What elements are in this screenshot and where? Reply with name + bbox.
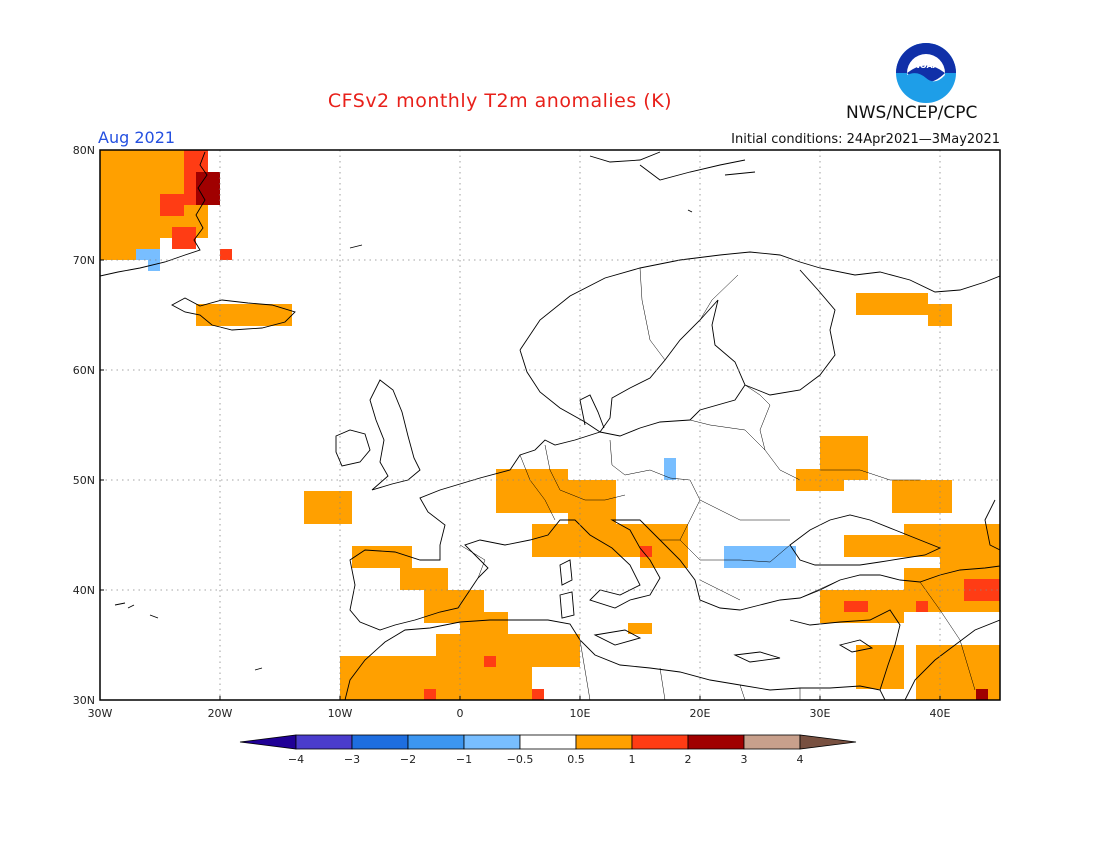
colorbar-label: 2 xyxy=(685,753,692,766)
colorbar-segment xyxy=(799,734,857,750)
colorbar-segment xyxy=(295,734,353,750)
colorbar: −4 −3 −2 −1 −0.5 0.5 1 2 3 4 xyxy=(239,734,857,766)
colorbar-label: −0.5 xyxy=(507,753,534,766)
forecast-period: Aug 2021 xyxy=(98,128,176,147)
anomaly-cell xyxy=(496,469,568,513)
coastlines xyxy=(100,151,1000,700)
anomaly-cell xyxy=(976,689,988,700)
anomaly-cell xyxy=(940,535,1000,568)
map-frame xyxy=(99,149,1001,701)
anomaly-cell xyxy=(460,612,508,634)
colorbar-segment xyxy=(631,734,689,750)
anomaly-cell xyxy=(352,546,412,568)
initial-conditions: Initial conditions: 24Apr2021—3May2021 xyxy=(731,132,1000,147)
anomaly-cell xyxy=(196,172,220,205)
anomaly-cell xyxy=(400,568,448,590)
anomaly-cell xyxy=(664,458,676,480)
lat-tick-label: 40N xyxy=(73,584,95,597)
anomaly-cell xyxy=(856,645,904,689)
anomaly-cell xyxy=(220,249,232,260)
anomaly-cell xyxy=(160,194,184,216)
anomaly-cell xyxy=(424,689,436,700)
lon-tick-label: 20W xyxy=(208,707,233,720)
country-borders xyxy=(459,267,976,700)
lon-tick-label: 10W xyxy=(328,707,353,720)
anomaly-cell xyxy=(148,260,160,271)
anomaly-cell xyxy=(628,623,652,634)
colorbar-label: 1 xyxy=(629,753,636,766)
anomaly-cell xyxy=(892,480,952,513)
colorbar-label: −4 xyxy=(288,753,304,766)
lon-tick-label: 10E xyxy=(570,707,591,720)
lon-tick-label: 0 xyxy=(457,707,464,720)
anomaly-cell xyxy=(844,601,868,612)
anomaly-cell xyxy=(568,480,616,524)
colorbar-segment xyxy=(743,734,801,750)
lon-tick-label: 20E xyxy=(690,707,711,720)
colorbar-segment xyxy=(351,734,409,750)
lat-tick-label: 80N xyxy=(73,144,95,157)
anomaly-cell xyxy=(844,535,916,557)
noaa-logo-icon: NOAA xyxy=(896,43,956,103)
colorbar-segment xyxy=(687,734,745,750)
anomaly-cells xyxy=(100,150,1000,700)
colorbar-segment xyxy=(575,734,633,750)
colorbar-segment xyxy=(463,734,521,750)
lat-tick-label: 50N xyxy=(73,474,95,487)
lon-tick-label: 40E xyxy=(930,707,951,720)
anomaly-cell xyxy=(532,689,544,700)
anomaly-cell xyxy=(856,293,928,315)
anomaly-cell xyxy=(640,546,652,557)
anomaly-cell xyxy=(196,304,292,326)
colorbar-label: −3 xyxy=(344,753,360,766)
anomaly-cell xyxy=(484,656,496,667)
colorbar-label: −1 xyxy=(456,753,472,766)
colorbar-label: 3 xyxy=(741,753,748,766)
anomaly-cell xyxy=(304,491,352,524)
agency-label: NWS/NCEP/CPC xyxy=(846,103,978,123)
logo-text: NOAA xyxy=(913,61,939,70)
grid-lines xyxy=(100,150,1000,700)
colorbar-segment xyxy=(519,734,577,750)
lat-tick-label: 70N xyxy=(73,254,95,267)
anomaly-cell xyxy=(436,634,580,667)
colorbar-label: 4 xyxy=(797,753,804,766)
lon-tick-label: 30E xyxy=(810,707,831,720)
anomaly-cell xyxy=(136,249,160,260)
lat-tick-label: 30N xyxy=(73,694,95,707)
map-title: CFSv2 monthly T2m anomalies (K) xyxy=(327,90,673,112)
longitude-labels: 30W 20W 10W 0 10E 20E 30E 40E xyxy=(88,696,951,720)
anomaly-cell xyxy=(172,227,196,249)
colorbar-segment xyxy=(239,734,297,750)
anomaly-cell xyxy=(916,601,928,612)
colorbar-label: 0.5 xyxy=(567,753,585,766)
lat-tick-label: 60N xyxy=(73,364,95,377)
anomaly-cell xyxy=(772,546,796,557)
lon-tick-label: 30W xyxy=(88,707,113,720)
colorbar-label: −2 xyxy=(400,753,416,766)
colorbar-segment xyxy=(407,734,465,750)
anomaly-cell xyxy=(964,579,1000,601)
latitude-labels: 80N 70N 60N 50N 40N 30N xyxy=(73,144,104,707)
